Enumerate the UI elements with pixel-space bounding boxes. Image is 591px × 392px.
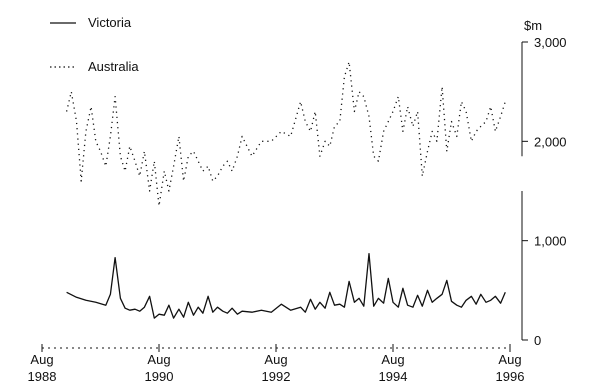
legend-label-australia: Australia [88, 59, 139, 74]
x-tick-label-year-3: 1994 [379, 369, 408, 384]
x-tick-label-month-1: Aug [147, 352, 170, 367]
y-axis-ticks: 0 1,000 2,000 3,000 [522, 35, 567, 348]
legend: Victoria Australia [50, 15, 139, 74]
y-axis-unit-label: $m [524, 18, 542, 33]
x-tick-label-month-0: Aug [30, 352, 53, 367]
x-tick-label-year-4: 1996 [496, 369, 525, 384]
y-tick-label-2000: 2,000 [534, 134, 567, 149]
x-axis-ticks: Aug 1988 Aug 1990 Aug 1992 Aug 1994 Aug 1996 [28, 344, 525, 384]
y-tick-label-1000: 1,000 [534, 234, 567, 249]
series-line-australia [65, 61, 506, 207]
x-tick-label-year-2: 1992 [262, 369, 291, 384]
y-tick-label-0: 0 [534, 333, 541, 348]
x-tick-label-month-3: Aug [381, 352, 404, 367]
series-line-victoria [66, 252, 506, 319]
x-tick-label-month-4: Aug [498, 352, 521, 367]
series-layer [65, 61, 506, 319]
x-tick-label-year-1: 1990 [145, 369, 174, 384]
y-tick-label-3000: 3,000 [534, 35, 567, 50]
x-tick-label-month-2: Aug [264, 352, 287, 367]
x-tick-label-year-0: 1988 [28, 369, 57, 384]
legend-label-victoria: Victoria [88, 15, 132, 30]
